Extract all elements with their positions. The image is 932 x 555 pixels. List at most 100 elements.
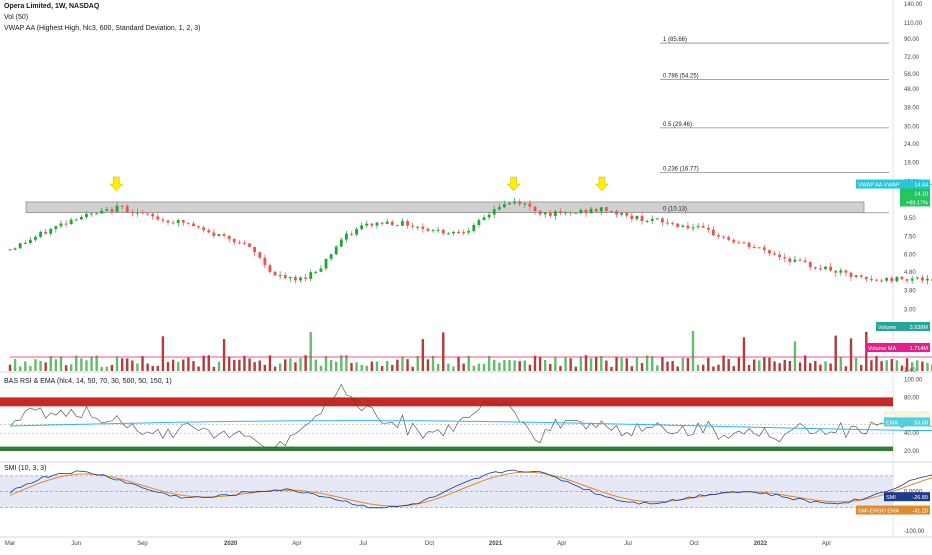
candle-body — [64, 223, 68, 225]
volume-bar — [870, 360, 873, 371]
time-tick-label: Oct — [425, 541, 435, 547]
volume-bar — [742, 337, 746, 371]
candle-body — [136, 212, 139, 214]
volume-bar — [314, 359, 318, 371]
volume-bar — [416, 356, 419, 371]
candle-body — [161, 219, 165, 221]
volume-bar — [926, 362, 929, 371]
candle-body — [232, 238, 236, 243]
volume-bar — [809, 363, 812, 371]
volume-bar — [131, 360, 134, 371]
candle-body — [258, 252, 262, 258]
candle-body — [594, 208, 598, 212]
candle-body — [768, 250, 771, 254]
volume-bar — [747, 365, 751, 371]
volume-bar — [319, 365, 323, 371]
candle-body — [248, 243, 251, 247]
volume-bar — [605, 360, 608, 371]
candle-body — [625, 213, 629, 216]
candle-body — [299, 277, 302, 281]
volume-bar — [217, 361, 221, 371]
candle-body — [314, 271, 318, 273]
candle-body — [171, 222, 175, 224]
candle-body — [492, 209, 496, 215]
candle-body — [671, 223, 675, 225]
volume-bar — [834, 335, 837, 371]
volume-bar — [95, 355, 98, 371]
volume-bar — [523, 360, 526, 371]
candle-body — [441, 229, 445, 234]
volume-bar — [487, 356, 491, 371]
volume-bar — [910, 362, 914, 371]
candle-body — [819, 268, 822, 270]
volume-ma-tag-bg — [866, 343, 930, 352]
volume-bar — [543, 359, 547, 371]
volume-bar — [391, 364, 394, 371]
volume-bar — [75, 355, 78, 371]
smi-tag-label: SMI — [886, 495, 896, 501]
volume-bar — [554, 357, 557, 371]
volume-bar — [350, 362, 353, 371]
volume-tag-bg — [876, 322, 930, 331]
candle-body — [666, 222, 669, 224]
volume-bar — [676, 366, 679, 371]
fib-level-label: 0 (10.13) — [663, 207, 687, 213]
candle-body — [895, 276, 899, 282]
candle-body — [788, 258, 792, 262]
volume-bar — [278, 363, 282, 371]
candle-body — [762, 247, 766, 251]
candle-body — [487, 214, 491, 218]
candle-body — [197, 226, 200, 228]
smi-tag-bg — [884, 492, 930, 502]
volume-bar — [584, 355, 588, 371]
candle-body — [798, 259, 802, 261]
volume-bar — [18, 366, 22, 371]
price-tick-label: 3.80 — [904, 289, 916, 295]
time-tick-label: Oct — [689, 541, 699, 547]
time-tick-label: Mar — [5, 541, 15, 547]
candle-body — [513, 201, 517, 204]
volume-bar — [120, 358, 124, 371]
volume-bar — [844, 366, 848, 371]
volume-bar — [64, 365, 68, 371]
time-tick-label: Apr — [557, 541, 566, 547]
candle-body — [202, 227, 206, 231]
rsi-plot-tag-value: 57.38 — [914, 414, 928, 420]
candle-body — [538, 211, 542, 215]
volume-bar — [141, 356, 144, 371]
candle-body — [23, 242, 27, 244]
volume-bar — [8, 364, 12, 371]
volume-bar — [304, 355, 307, 371]
volume-bar — [763, 357, 766, 371]
candle-body — [95, 213, 99, 215]
candle-body — [610, 211, 613, 213]
price-tick-label: 30.00 — [904, 124, 920, 130]
candle-body — [105, 209, 109, 211]
candle-body — [696, 226, 700, 228]
candle-body — [467, 231, 471, 233]
volume-bar — [335, 361, 338, 371]
rsi-tick-label: 40.00 — [904, 431, 920, 437]
volume-bar — [370, 361, 374, 371]
candle-body — [207, 230, 211, 233]
volume-bar — [69, 364, 73, 371]
volume-bar — [778, 363, 781, 371]
candle-body — [885, 277, 889, 281]
candle-body — [569, 212, 573, 214]
volume-bar — [661, 356, 664, 371]
candle-body — [808, 262, 812, 268]
volume-bar — [625, 358, 628, 371]
candle-body — [334, 246, 338, 255]
price-tick-label: 24.00 — [904, 142, 920, 148]
volume-bar — [238, 359, 241, 371]
rsi-line — [9, 383, 932, 448]
candle-body — [339, 239, 343, 247]
volume-bar — [701, 364, 705, 371]
time-tick-label: Jul — [624, 541, 632, 547]
volume-bar — [411, 366, 414, 371]
candle-body — [79, 216, 83, 220]
candle-body — [920, 277, 924, 281]
smi-legend: SMI (10, 3, 3) — [4, 465, 47, 472]
